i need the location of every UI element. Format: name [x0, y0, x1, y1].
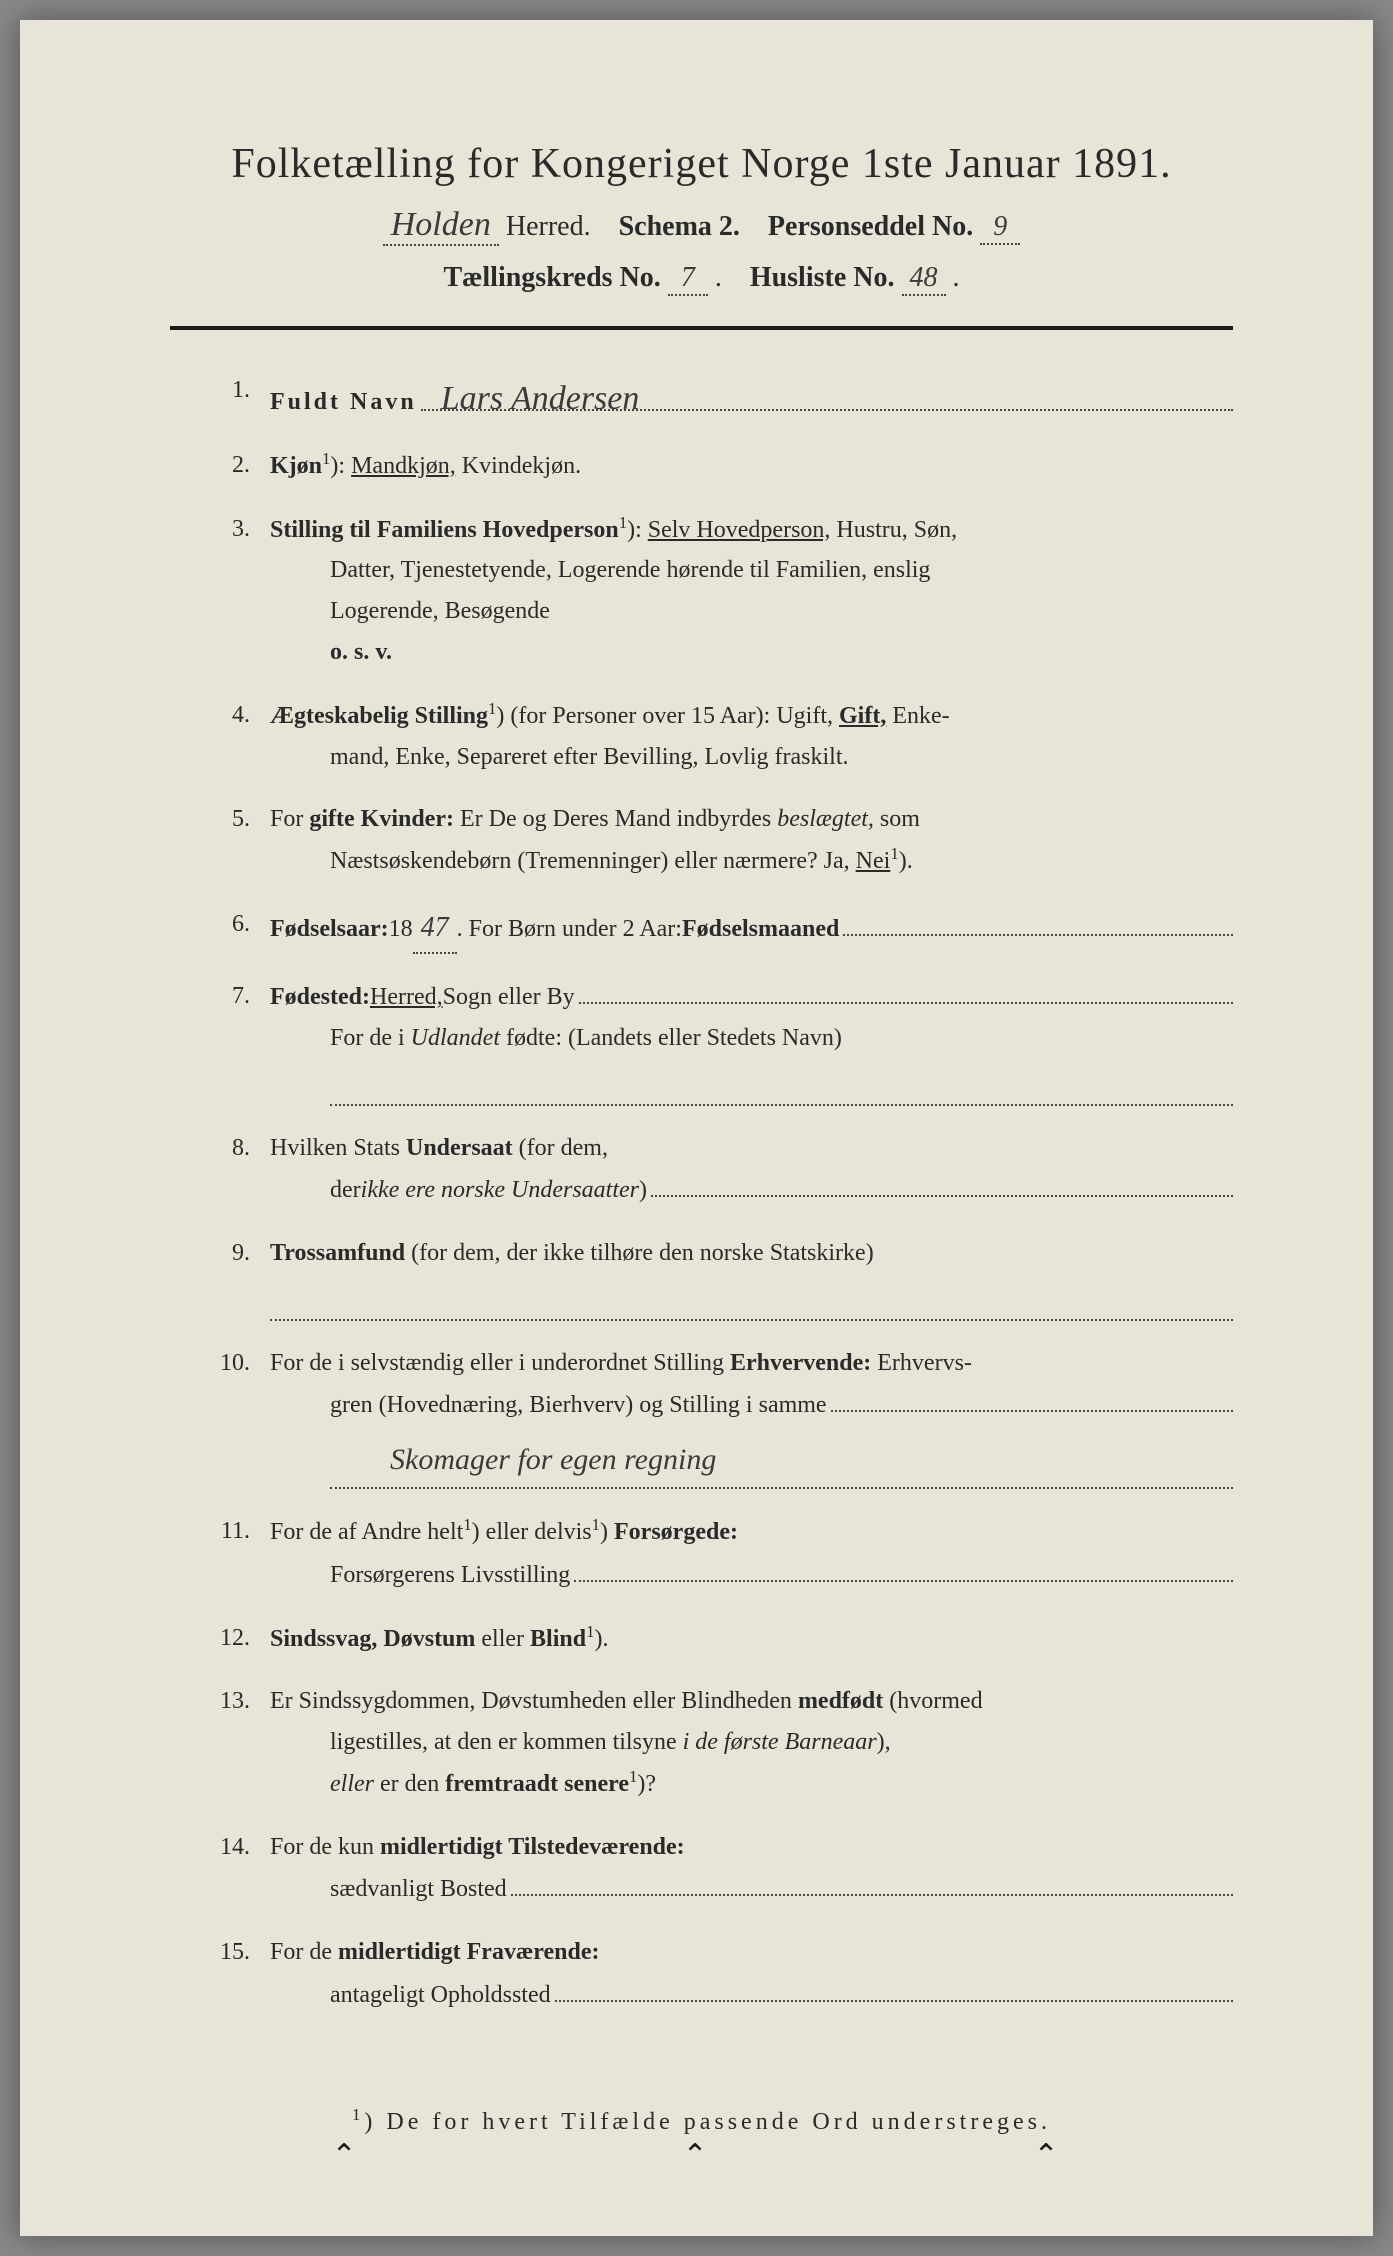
label-fuldt-navn: Fuldt Navn	[270, 382, 417, 423]
form-title: Folketælling for Kongeriget Norge 1ste J…	[170, 140, 1233, 188]
opt-selv-hovedperson: Selv Hovedperson,	[648, 517, 831, 543]
schema-label: Schema 2.	[619, 211, 740, 242]
row-num: 12.	[210, 1618, 270, 1660]
value-birthyear: 47	[413, 904, 457, 954]
row-num: 14.	[210, 1827, 270, 1910]
census-form-page: Folketælling for Kongeriget Norge 1ste J…	[20, 20, 1373, 2236]
row-num: 13.	[210, 1681, 270, 1804]
header-line-2: Tællingskreds No. 7 . Husliste No. 48 .	[170, 262, 1233, 296]
label-aegteskab: Ægteskabelig Stilling	[270, 703, 488, 729]
opt-kvindekjon: Kvindekjøn.	[456, 453, 581, 479]
personseddel-no: 9	[980, 211, 1020, 245]
row-num: 6.	[210, 904, 270, 954]
row-num: 11.	[210, 1511, 270, 1595]
personseddel-label: Personseddel No.	[768, 211, 973, 242]
binding-mark-icon: ⌃	[683, 2138, 711, 2166]
row-num: 5.	[210, 799, 270, 882]
row-num: 8.	[210, 1128, 270, 1211]
label-stilling: Stilling til Familiens Hovedperson	[270, 517, 619, 543]
row-9: 9. Trossamfund (for dem, der ikke tilhør…	[210, 1233, 1233, 1321]
value-name: Lars Andersen	[421, 370, 1233, 411]
binding-mark-icon: ⌃	[332, 2138, 360, 2166]
row-7: 7. Fødested: Herred, Sogn eller By For d…	[210, 976, 1233, 1106]
row-12: 12. Sindssvag, Døvstum eller Blind1).	[210, 1618, 1233, 1660]
row-num: 1.	[210, 370, 270, 423]
husliste-label: Husliste No.	[750, 262, 895, 293]
herred-value: Holden	[383, 206, 499, 246]
opt-mandkjon: Mandkjøn,	[351, 453, 456, 479]
row-num: 9.	[210, 1233, 270, 1321]
row-10: 10. For de i selvstændig eller i underor…	[210, 1343, 1233, 1489]
husliste-no: 48	[902, 262, 946, 296]
row-4: 4. Ægteskabelig Stilling1) (for Personer…	[210, 695, 1233, 778]
opt-herred: Herred,	[370, 977, 443, 1018]
row-13: 13. Er Sindssygdommen, Døvstumheden elle…	[210, 1681, 1233, 1804]
binding-marks: ⌃ ⌃ ⌃	[20, 2138, 1373, 2166]
form-header: Folketælling for Kongeriget Norge 1ste J…	[170, 140, 1233, 330]
row-num: 7.	[210, 976, 270, 1106]
row-15: 15. For de midlertidigt Fraværende: anta…	[210, 1932, 1233, 2015]
header-rule	[170, 326, 1233, 330]
binding-mark-icon: ⌃	[1034, 2138, 1062, 2166]
herred-label: Herred.	[506, 211, 591, 242]
row-3: 3. Stilling til Familiens Hovedperson1):…	[210, 509, 1233, 673]
footnote: 1) De for hvert Tilfælde passende Ord un…	[170, 2075, 1233, 2136]
row-num: 3.	[210, 509, 270, 673]
row-num: 10.	[210, 1343, 270, 1489]
row-14: 14. For de kun midlertidigt Tilstedevære…	[210, 1827, 1233, 1910]
header-line-1: Holden Herred. Schema 2. Personseddel No…	[170, 206, 1233, 246]
kreds-label: Tællingskreds No.	[443, 262, 660, 293]
opt-nei: Nei	[856, 848, 891, 874]
kreds-no: 7	[668, 262, 708, 296]
value-occupation: Skomager for egen regning	[330, 1434, 1233, 1489]
row-1: 1. Fuldt Navn Lars Andersen	[210, 370, 1233, 423]
row-6: 6. Fødselsaar: 1847. For Børn under 2 Aa…	[210, 904, 1233, 954]
row-num: 2.	[210, 445, 270, 487]
row-num: 15.	[210, 1932, 270, 2015]
form-body: 1. Fuldt Navn Lars Andersen 2. Kjøn1): M…	[170, 370, 1233, 2015]
label-kjon: Kjøn	[270, 453, 322, 479]
row-num: 4.	[210, 695, 270, 778]
row-11: 11. For de af Andre helt1) eller delvis1…	[210, 1511, 1233, 1595]
opt-gift: Gift,	[839, 703, 886, 729]
row-2: 2. Kjøn1): Mandkjøn, Kvindekjøn.	[210, 445, 1233, 487]
row-8: 8. Hvilken Stats Undersaat (for dem, der…	[210, 1128, 1233, 1211]
row-5: 5. For gifte Kvinder: Er De og Deres Man…	[210, 799, 1233, 882]
